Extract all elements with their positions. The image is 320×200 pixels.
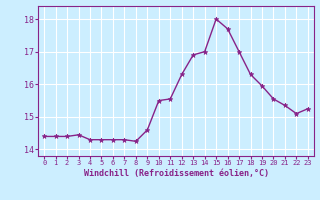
X-axis label: Windchill (Refroidissement éolien,°C): Windchill (Refroidissement éolien,°C): [84, 169, 268, 178]
